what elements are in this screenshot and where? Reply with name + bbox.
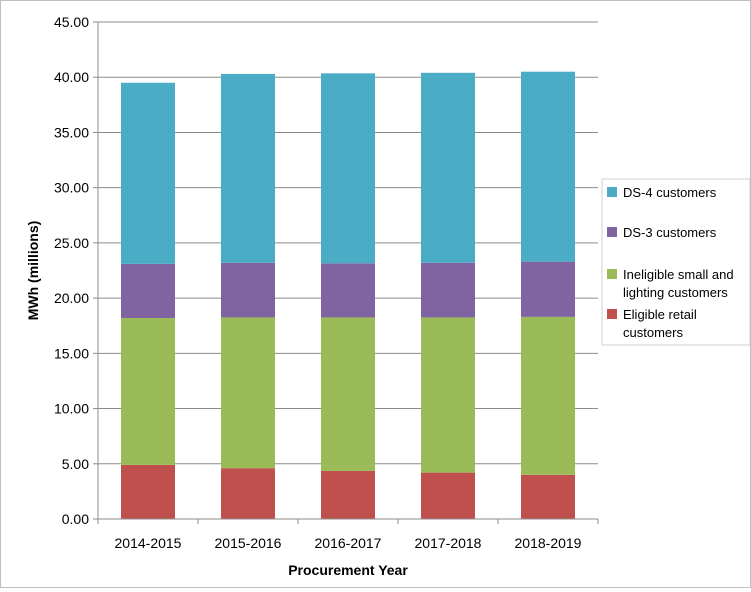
legend-label: DS-4 customers — [623, 185, 717, 200]
axes: 0.00 5.00 10.00 15.00 20.00 25.00 30.00 35.00 40… — [54, 14, 599, 551]
bar-segment — [321, 73, 375, 264]
x-tick-label: 2016-2017 — [315, 535, 382, 551]
bar-segment — [321, 317, 375, 471]
bar-segment — [521, 316, 575, 475]
bar-segment — [221, 73, 275, 263]
x-tick-label: 2014-2015 — [115, 535, 182, 551]
y-tick-label: 35.00 — [54, 124, 89, 140]
legend-label: lighting customers — [623, 285, 728, 300]
x-tick-label: 2015-2016 — [215, 535, 282, 551]
bar-segment — [421, 72, 475, 263]
bar-segment — [421, 262, 475, 318]
legend-swatch — [607, 269, 617, 279]
y-tick-label: 20.00 — [54, 290, 89, 306]
y-tick-label: 40.00 — [54, 69, 89, 85]
legend-label: DS-3 customers — [623, 225, 717, 240]
legend-label: Ineligible small and — [623, 267, 734, 282]
bars — [121, 71, 575, 519]
legend-swatch — [607, 309, 617, 319]
bar-segment — [221, 468, 275, 519]
y-tick-label: 25.00 — [54, 235, 89, 251]
bar-segment — [221, 317, 275, 469]
x-tick-label: 2018-2019 — [515, 535, 582, 551]
bar-segment — [121, 263, 175, 318]
bar-segment — [121, 82, 175, 264]
bar-segment — [421, 317, 475, 473]
y-tick-label: 5.00 — [62, 456, 89, 472]
y-tick-label: 45.00 — [54, 14, 89, 30]
bar-segment — [421, 472, 475, 519]
legend: DS-4 customers DS-3 customers Ineligible s… — [601, 178, 751, 346]
x-axis-title: Procurement Year — [288, 562, 408, 578]
legend-label: Eligible retail — [623, 307, 697, 322]
bar-segment — [121, 464, 175, 519]
bar-segment — [521, 261, 575, 317]
y-axis-title: MWh (millions) — [25, 221, 41, 321]
bar-segment — [221, 262, 275, 318]
y-tick-label: 15.00 — [54, 345, 89, 361]
bar-segment — [321, 470, 375, 519]
legend-label: customers — [623, 325, 683, 340]
y-tick-label: 0.00 — [62, 511, 89, 527]
bar-segment — [121, 317, 175, 465]
legend-swatch — [607, 227, 617, 237]
legend-box — [601, 178, 751, 346]
y-tick-label: 10.00 — [54, 401, 89, 417]
bar-segment — [521, 71, 575, 262]
bar-segment — [321, 263, 375, 318]
legend-swatch — [607, 187, 617, 197]
x-tick-label: 2017-2018 — [415, 535, 482, 551]
bar-segment — [521, 474, 575, 519]
y-tick-label: 30.00 — [54, 180, 89, 196]
